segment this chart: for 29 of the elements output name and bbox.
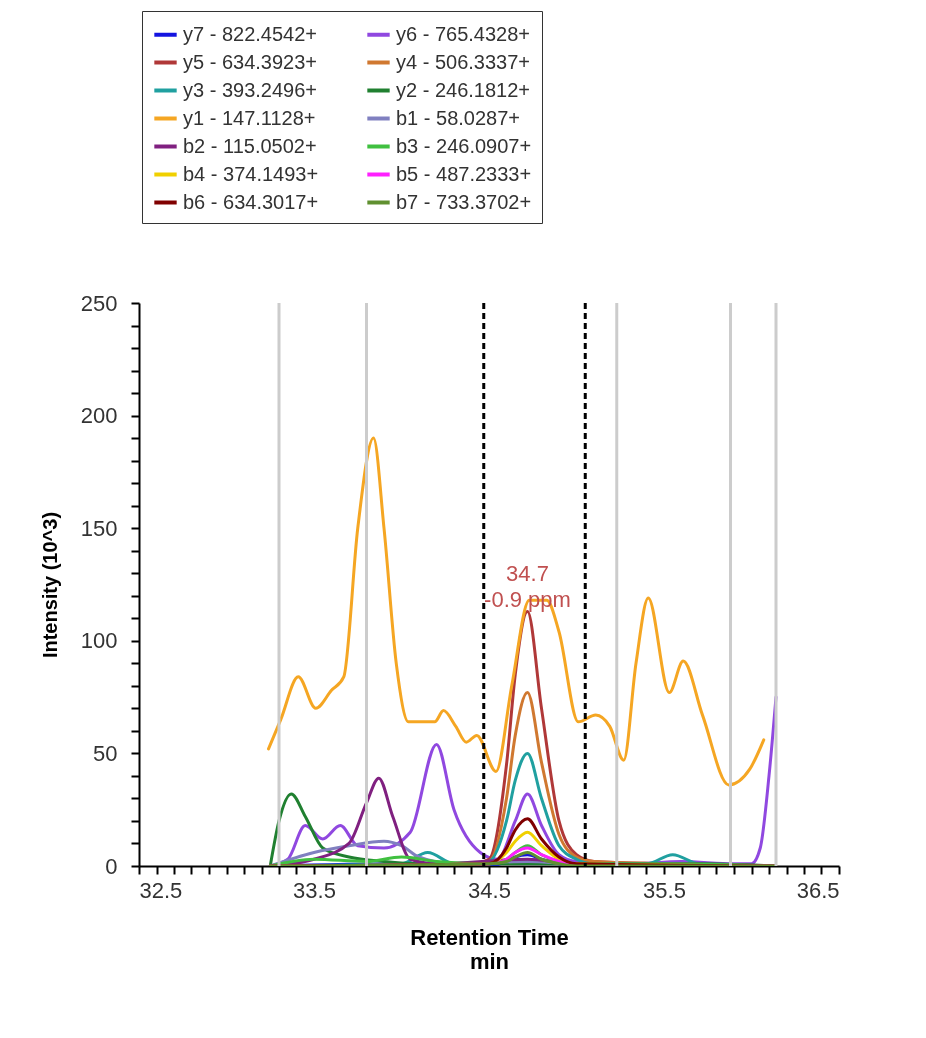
y-tick-label: 0 — [105, 853, 118, 879]
line-series — [267, 436, 766, 787]
x-tick-label: 35.5 — [643, 877, 686, 903]
x-tick-label: 32.5 — [139, 877, 183, 903]
y-tick-label: 50 — [93, 740, 118, 766]
x-tick-label: 33.5 — [293, 877, 336, 903]
legend-label: b2 - 115.0502+ — [183, 134, 317, 157]
legend-label: b1 - 58.0287+ — [396, 106, 520, 129]
y-tick-label: 100 — [80, 628, 118, 654]
legend-label: y5 - 634.3923+ — [183, 50, 317, 73]
legend-label: y1 - 147.1128+ — [183, 106, 316, 129]
x-tick-label: 34.5 — [468, 877, 511, 903]
y-tick-label: 250 — [80, 290, 118, 316]
legend-label: b4 - 374.1493+ — [183, 162, 319, 185]
legend-label: y3 - 393.2496+ — [183, 78, 317, 101]
legend-label: y7 - 822.4542+ — [183, 22, 317, 45]
legend-label: b6 - 634.3017+ — [183, 190, 319, 213]
annotation: 34.7 -0.9 ppm — [484, 560, 571, 612]
legend-label: y6 - 765.4328+ — [396, 22, 530, 45]
legend-label: b3 - 246.0907+ — [396, 134, 532, 157]
legend-label: b7 - 733.3702+ — [396, 190, 532, 213]
x-tick-label: 36.5 — [796, 877, 840, 903]
legend-label: b5 - 487.2333+ — [396, 162, 532, 185]
y-tick-label: 200 — [80, 403, 118, 429]
legend-label: y2 - 246.1812+ — [396, 78, 530, 101]
legend-label: y4 - 506.3337+ — [396, 50, 530, 73]
y-axis-title: Intensity (10^3) — [38, 511, 61, 659]
x-axis-title: Retention Time min — [410, 924, 569, 974]
y-tick-label: 150 — [80, 515, 118, 541]
